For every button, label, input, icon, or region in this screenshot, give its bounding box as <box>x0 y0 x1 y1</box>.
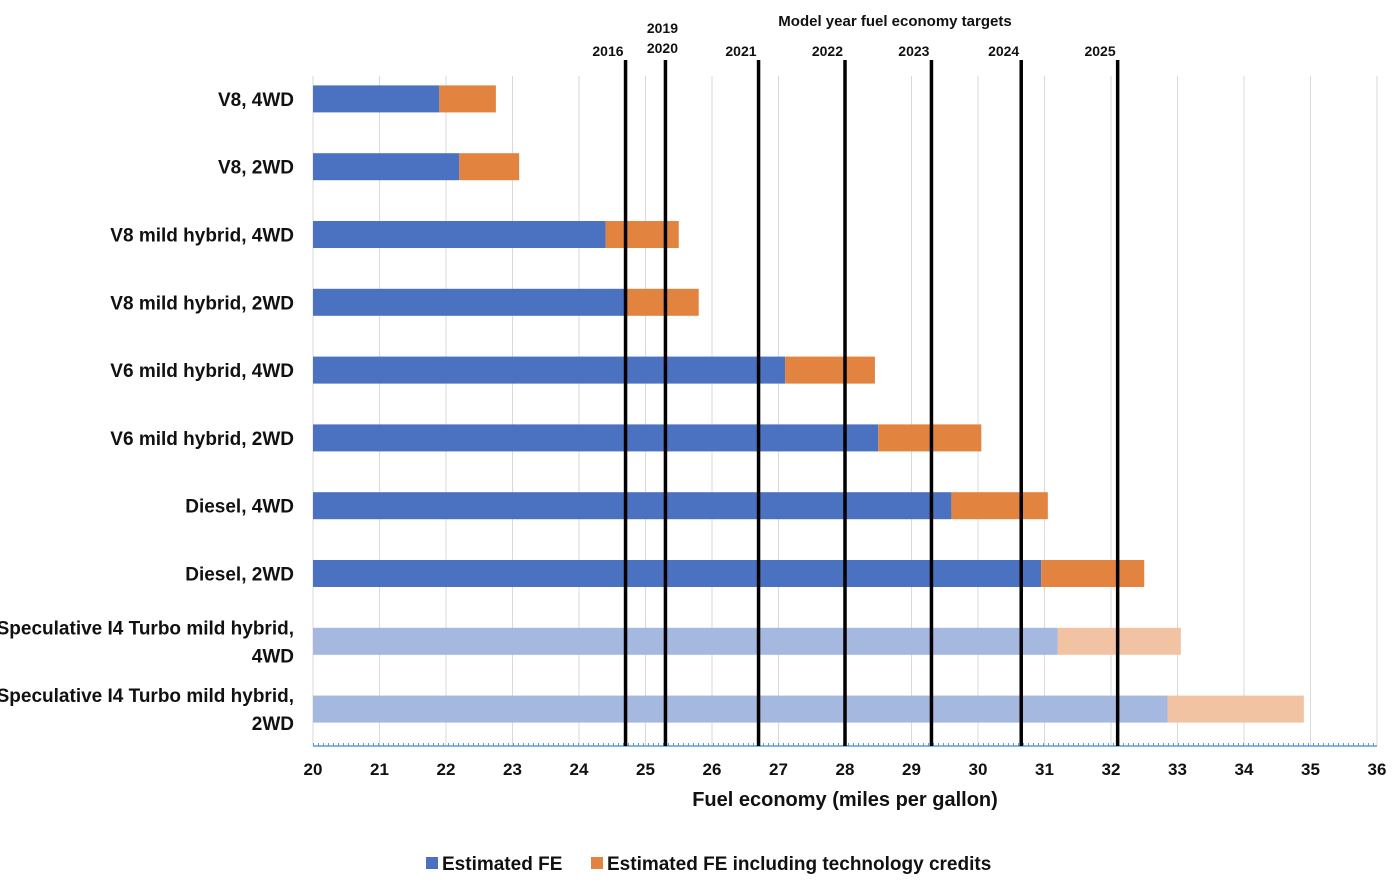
target-year-label-2022: 2022 <box>812 43 843 59</box>
bar-estimated-fe-v8-mild-hybrid-4wd <box>313 221 606 248</box>
x-tick-label-20: 20 <box>304 760 323 779</box>
x-tick-label-28: 28 <box>836 760 855 779</box>
bar-estimated-fe-speculative-i4-turbo-mild-hybrid-2wd <box>313 695 1168 723</box>
target-year-label-2024: 2024 <box>988 43 1019 59</box>
x-tick-label-22: 22 <box>437 760 456 779</box>
bar-estimated-fe-speculative-i4-turbo-mild-hybrid-4wd <box>313 627 1058 655</box>
bar-estimated-fe-v6-mild-hybrid-2wd <box>313 424 879 452</box>
category-label-v6-mild-hybrid-4wd: V6 mild hybrid, 4WD <box>110 361 294 382</box>
bar-tech-credits-v8-mild-hybrid-2wd <box>625 288 699 316</box>
x-tick-label-29: 29 <box>902 760 921 779</box>
bar-tech-credits-diesel-4wd <box>951 492 1048 520</box>
category-label-v8-4wd: V8, 4WD <box>218 90 294 111</box>
target-year-label-2016: 2016 <box>592 43 623 59</box>
x-tick-label-36: 36 <box>1368 760 1387 779</box>
x-tick-label-26: 26 <box>703 760 722 779</box>
x-tick-label-32: 32 <box>1102 760 1121 779</box>
category-label-speculative-i4-turbo-mild-hybrid-2wd: Speculative I4 Turbo mild hybrid, 2WD <box>0 686 294 735</box>
category-label-v8-mild-hybrid-2wd: V8 mild hybrid, 2WD <box>110 293 294 314</box>
bar-estimated-fe-v8-mild-hybrid-2wd <box>313 288 626 316</box>
target-year-label-2021: 2021 <box>725 43 756 59</box>
x-tick-label-35: 35 <box>1301 760 1320 779</box>
category-label-diesel-4wd: Diesel, 4WD <box>185 497 294 518</box>
bar-estimated-fe-v8-4wd <box>313 85 440 113</box>
target-year-label-2020: 2020 <box>647 40 678 56</box>
bar-tech-credits-v8-4wd <box>439 85 496 113</box>
x-tick-label-31: 31 <box>1035 760 1054 779</box>
x-axis: 20 21 22 23 24 25 26 27 28 29 30 31 32 33 34 35 36 <box>304 743 1387 779</box>
legend-swatch-estimated-fe-credits <box>591 857 603 869</box>
bar-estimated-fe-diesel-4wd <box>313 492 952 520</box>
bars <box>313 85 1304 723</box>
bar-tech-credits-v6-mild-hybrid-4wd <box>785 356 875 384</box>
category-label-v8-mild-hybrid-4wd: V8 mild hybrid, 4WD <box>110 226 294 247</box>
legend-label-estimated-fe-credits: Estimated FE including technology credit… <box>607 854 991 875</box>
x-tick-label-27: 27 <box>769 760 788 779</box>
bar-tech-credits-v8-2wd <box>459 153 520 181</box>
x-tick-label-23: 23 <box>503 760 522 779</box>
x-tick-label-33: 33 <box>1168 760 1187 779</box>
category-label-v8-2wd: V8, 2WD <box>218 158 294 179</box>
bar-tech-credits-diesel-2wd <box>1041 560 1145 587</box>
category-labels: V8, 4WD V8, 2WD V8 mild hybrid, 4WD V8 mild… <box>0 90 294 735</box>
legend: Estimated FE Estimated FE including tech… <box>426 854 991 875</box>
bar-tech-credits-v8-mild-hybrid-4wd <box>605 221 679 248</box>
x-tick-label-21: 21 <box>370 760 389 779</box>
bar-tech-credits-speculative-i4-turbo-mild-hybrid-2wd <box>1167 695 1304 723</box>
x-tick-label-24: 24 <box>570 760 589 779</box>
bar-estimated-fe-v8-2wd <box>313 153 460 181</box>
top-title: Model year fuel economy targets <box>778 13 1011 30</box>
target-year-label-2023: 2023 <box>898 43 929 59</box>
category-label-speculative-i4-turbo-mild-hybrid-4wd: Speculative I4 Turbo mild hybrid, 4WD <box>0 618 294 667</box>
category-label-diesel-2wd: Diesel, 2WD <box>185 565 294 586</box>
target-year-label-2019: 2019 <box>647 20 678 36</box>
x-tick-label-30: 30 <box>969 760 988 779</box>
legend-label-estimated-fe: Estimated FE <box>442 854 562 875</box>
x-axis-title: Fuel economy (miles per gallon) <box>692 789 998 811</box>
x-tick-label-34: 34 <box>1235 760 1254 779</box>
target-lines: 2016 2019 2020 2021 2022 2023 2024 2025 <box>592 20 1120 746</box>
legend-swatch-estimated-fe <box>426 857 438 869</box>
x-tick-label-25: 25 <box>636 760 655 779</box>
bar-estimated-fe-v6-mild-hybrid-4wd <box>313 356 786 384</box>
bar-estimated-fe-diesel-2wd <box>313 560 1042 587</box>
target-year-label-2025: 2025 <box>1084 43 1115 59</box>
category-label-v6-mild-hybrid-2wd: V6 mild hybrid, 2WD <box>110 429 294 450</box>
